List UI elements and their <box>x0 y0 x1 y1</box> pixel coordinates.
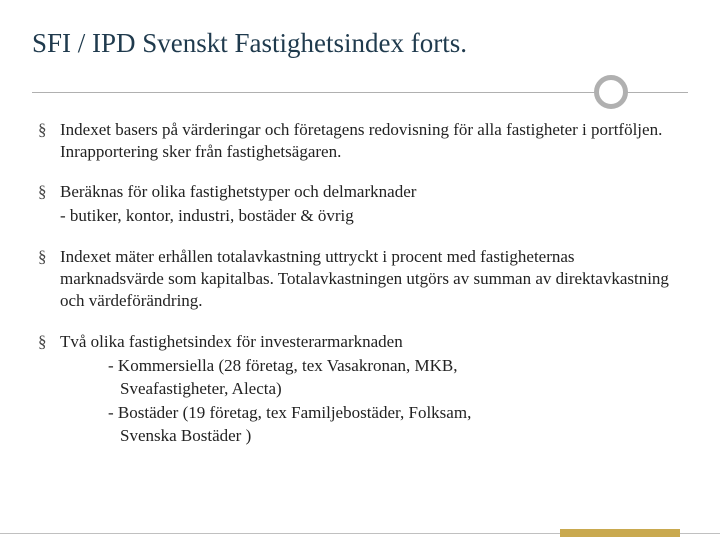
bullet-item: § Beräknas för olika fastighetstyper och… <box>38 181 682 203</box>
bullet-group: § Två olika fastighetsindex för invester… <box>38 331 682 449</box>
bullet-text: Indexet mäter erhållen totalavkastning u… <box>60 246 682 312</box>
title-divider <box>32 77 688 107</box>
footer <box>0 528 720 540</box>
divider-line <box>32 92 688 93</box>
bullet-text: Två olika fastighetsindex för investerar… <box>60 331 682 353</box>
bullet-subtext: - butiker, kontor, industri, bostäder & … <box>60 205 682 228</box>
page-title: SFI / IPD Svenskt Fastighetsindex forts. <box>32 28 688 59</box>
slide: SFI / IPD Svenskt Fastighetsindex forts.… <box>0 0 720 540</box>
bullet-subtext: - Kommersiella (28 företag, tex Vasakron… <box>108 355 682 378</box>
bullet-subtext: Sveafastigheter, Alecta) <box>120 378 682 401</box>
bullet-marker-icon: § <box>38 246 60 268</box>
bullet-marker-icon: § <box>38 331 60 353</box>
content-area: § Indexet basers på värderingar och före… <box>32 119 688 448</box>
bullet-marker-icon: § <box>38 181 60 203</box>
bullet-subtext: - Bostäder (19 företag, tex Familjebostä… <box>108 402 682 425</box>
footer-accent <box>560 529 680 537</box>
bullet-text: Beräknas för olika fastighetstyper och d… <box>60 181 682 203</box>
bullet-item: § Två olika fastighetsindex för invester… <box>38 331 682 353</box>
bullet-group: § Beräknas för olika fastighetstyper och… <box>38 181 682 228</box>
bullet-text: Indexet basers på värderingar och företa… <box>60 119 682 163</box>
bullet-item: § Indexet basers på värderingar och före… <box>38 119 682 163</box>
bullet-marker-icon: § <box>38 119 60 141</box>
bullet-subtext: Svenska Bostäder ) <box>120 425 682 448</box>
divider-ring-icon <box>594 75 628 109</box>
bullet-item: § Indexet mäter erhållen totalavkastning… <box>38 246 682 312</box>
